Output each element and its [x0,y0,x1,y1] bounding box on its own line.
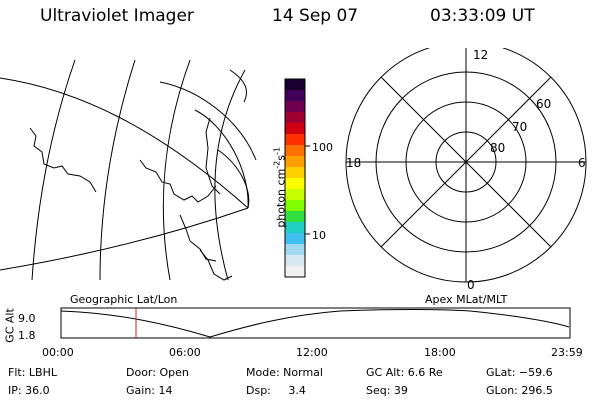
gc-alt-min: 1.8 [18,329,36,342]
x-tick-0000: 00:00 [42,346,74,359]
door-status: Door: Open [126,366,189,379]
filter-status: Flt: LBHL [8,366,57,379]
mlat-80-label: 80 [490,141,506,155]
colorbar-swatch [285,123,305,135]
intensity-colorbar [284,78,310,278]
altitude-timeline [60,307,571,339]
colorbar-swatch [285,145,305,157]
parallel-line [194,109,249,209]
parallel-line [217,149,250,209]
colorbar-swatch [285,90,305,102]
colorbar-swatch [285,79,305,91]
colorbar-tick-100: 100 [312,141,333,154]
geographic-map [0,59,257,281]
parallel-line [159,81,257,161]
colorbar-swatch [285,189,305,201]
colorbar-unit-label: photon cm-2s-1 [272,147,288,228]
date-label: 14 Sep 07 [272,6,359,26]
polar-mlat-mlt-plot [345,48,587,283]
coastline [199,249,233,281]
coastline [29,127,97,193]
coastline [139,159,217,203]
parallel-line [229,69,247,103]
x-tick-0600: 06:00 [169,346,201,359]
gain-status: Gain: 14 [126,384,173,397]
gc-alt-max: 9.0 [18,312,36,325]
x-tick-2359: 23:59 [551,346,583,359]
mlt-6-label: 6 [578,156,586,170]
geographic-title: Geographic Lat/Lon [70,293,178,306]
colorbar-swatch [285,134,305,146]
mlat-70-label: 70 [512,120,528,134]
meridian-line [214,69,246,281]
x-tick-1200: 12:00 [296,346,328,359]
colorbar-swatch [285,178,305,190]
meridian-line [31,59,76,281]
polar-axis [380,76,552,248]
colorbar-swatch [285,156,305,168]
mlt-12-label: 12 [473,48,489,62]
coastline [205,117,221,195]
colorbar-swatch [285,244,305,256]
mlat-60-label: 60 [536,97,552,111]
gc-alt-axis-label: GC Alt [3,308,17,343]
glon-status: GLon: 296.5 [486,384,553,397]
colorbar-tick-10: 10 [312,229,326,242]
meridian-line [162,59,191,281]
ip-status: IP: 36.0 [8,384,50,397]
meridian-line [99,59,136,281]
gc-alt-status: GC Alt: 6.6 Re [366,366,443,379]
seq-status: Seq: 39 [366,384,408,397]
time-label: 03:33:09 UT [430,6,535,26]
mlt-0-label: 0 [467,278,475,292]
colorbar-swatch [285,266,305,278]
colorbar-swatch [285,101,305,113]
colorbar-swatch [285,200,305,212]
colorbar-frame [284,78,306,278]
dsp-status: Dsp: 3.4 [246,384,306,397]
parallel-line [0,77,249,209]
mlt-18-label: 18 [346,156,362,170]
x-tick-1800: 18:00 [424,346,456,359]
apex-title: Apex MLat/MLT [425,293,508,306]
parallel-line [0,207,249,271]
instrument-title: Ultraviolet Imager [40,6,194,26]
colorbar-swatch [285,255,305,267]
altitude-curve [60,309,570,338]
colorbar-swatch [285,222,305,234]
glat-status: GLat: −59.6 [486,366,553,379]
colorbar-swatch [285,211,305,223]
colorbar-swatch [285,112,305,124]
colorbar-swatch [285,167,305,179]
coastline [179,214,217,262]
colorbar-swatch [285,233,305,245]
mode-status: Mode: Normal [246,366,323,379]
